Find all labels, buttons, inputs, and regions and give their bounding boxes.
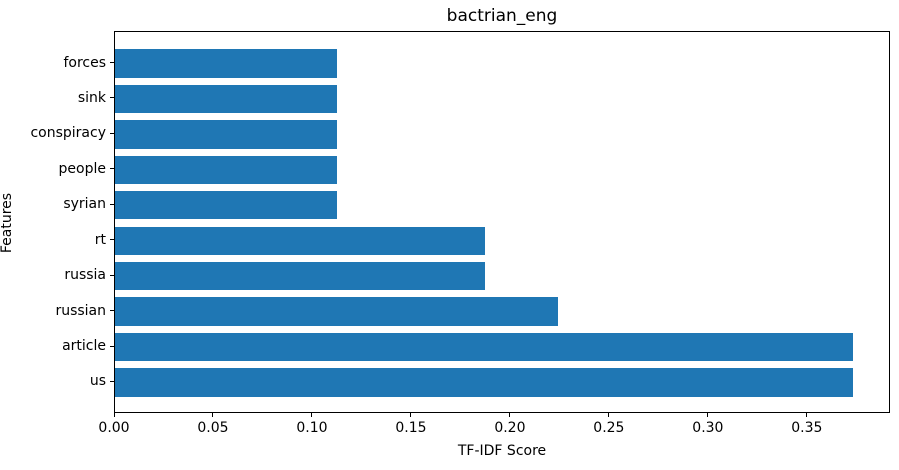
x-tick-label-0.35: 0.35 [791,420,823,436]
x-tick-mark [212,413,214,417]
y-tick-mark [110,239,114,241]
y-tick-mark [110,203,114,205]
y-tick-mark [110,380,114,382]
bar-forces [115,49,337,78]
bar-rt [115,226,486,255]
y-tick-mark [110,345,114,347]
y-tick-mark [110,274,114,276]
y-tick-label-conspiracy: conspiracy [30,125,106,142]
bar-people [115,155,337,184]
bar-sink [115,84,337,114]
y-tick-mark [110,62,114,64]
y-tick-label-russian: russian [55,302,106,319]
y-tick-label-sink: sink [77,89,106,106]
bar-article [115,332,854,362]
x-tick-label-0.00: 0.00 [98,420,130,436]
bar-russian [115,297,559,326]
y-tick-label-us: us [89,373,106,390]
y-tick-label-russia: russia [64,267,106,284]
bar-russia [115,261,486,291]
y-tick-label-syrian: syrian [63,196,106,213]
x-tick-mark [311,413,313,417]
x-tick-label-0.25: 0.25 [593,420,625,436]
x-axis-title: TF-IDF Score [457,443,547,459]
x-tick-label-0.20: 0.20 [494,420,526,436]
x-tick-label-0.15: 0.15 [395,420,427,436]
y-tick-mark [110,132,114,134]
x-tick-mark [707,413,709,417]
x-tick-mark [410,413,412,417]
chart-title: bactrian_eng [446,6,558,26]
bar-us [115,368,854,397]
y-tick-mark [110,168,114,170]
y-tick-label-article: article [62,338,106,355]
y-tick-mark [110,97,114,99]
x-tick-mark [509,413,511,417]
y-tick-mark [110,310,114,312]
x-tick-label-0.05: 0.05 [197,420,229,436]
plot-area [114,31,890,413]
x-tick-mark [608,413,610,417]
y-tick-label-people: people [58,160,106,177]
bar-conspiracy [115,120,337,149]
x-tick-mark [113,413,115,417]
x-tick-mark [806,413,808,417]
y-tick-label-forces: forces [63,54,106,71]
y-tick-label-rt: rt [94,231,106,248]
bar-syrian [115,191,337,220]
x-tick-label-0.30: 0.30 [692,420,724,436]
x-tick-label-0.10: 0.10 [296,420,328,436]
